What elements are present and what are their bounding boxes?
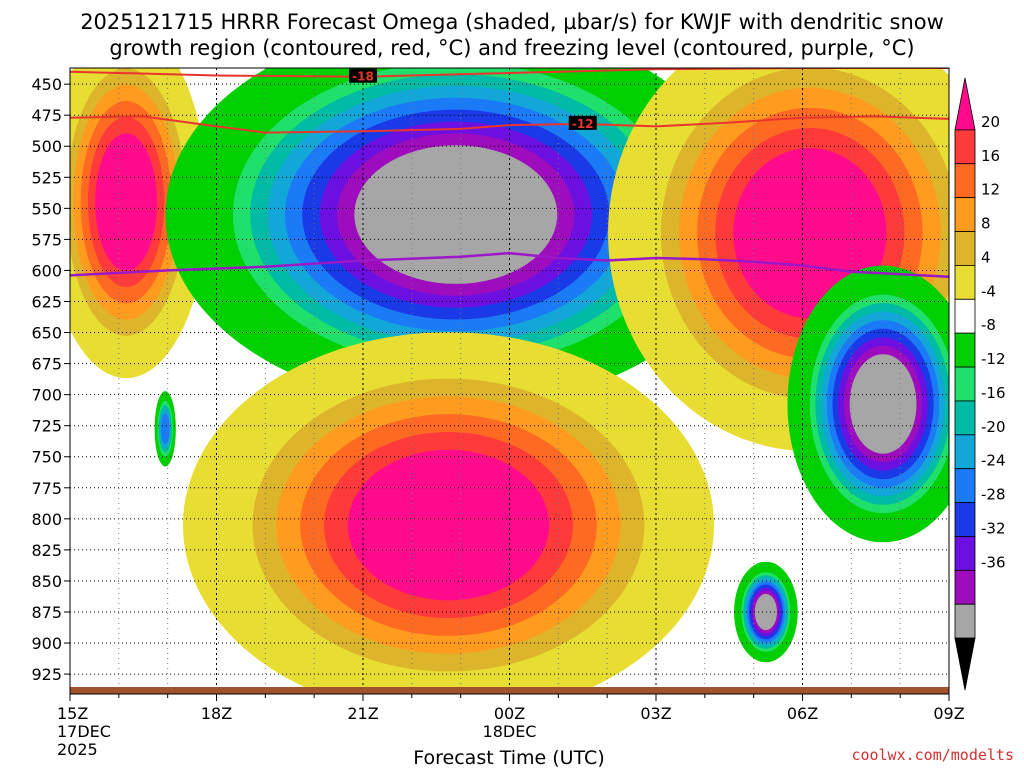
y-tick-label: 550	[31, 199, 62, 218]
colorbar-swatch	[954, 569, 976, 605]
colorbar-label: -8	[981, 316, 996, 334]
omega-region-6	[154, 391, 176, 467]
colorbar-label: -32	[981, 519, 1006, 537]
omega-band	[849, 354, 917, 454]
y-tick-label: 675	[31, 355, 62, 374]
omega-band	[754, 593, 778, 631]
y-tick-label: 750	[31, 448, 62, 467]
y-tick-label: 450	[31, 75, 62, 94]
y-tick-label: 700	[31, 386, 62, 405]
colorbar: 20 16 12 8 4 -4 -8 -12 -16 -20 -24 -28 -32 -36	[954, 77, 1006, 691]
omega-band	[161, 413, 170, 445]
colorbar-label: -16	[981, 384, 1006, 402]
gridlines	[70, 68, 949, 689]
omega-band	[354, 145, 558, 284]
chart-title-line2: growth region (contoured, red, °C) and f…	[109, 36, 914, 60]
y-tick-label: 500	[31, 137, 62, 156]
colorbar-swatch	[954, 231, 976, 266]
y-tick-label: 600	[31, 261, 62, 280]
colorbar-swatch	[954, 197, 976, 232]
colorbar-swatch	[954, 536, 976, 571]
colorbar-swatch	[954, 366, 976, 402]
omega-region-5	[734, 561, 798, 663]
colorbar-label: 16	[981, 147, 1000, 165]
x-tick-label: 15Z	[57, 704, 88, 723]
colorbar-label: 4	[981, 248, 991, 266]
y-tick-label: 525	[31, 168, 62, 187]
colorbar-label: -20	[981, 418, 1006, 436]
contour-label-bg	[349, 68, 377, 83]
y-tick-label: 900	[31, 634, 62, 653]
colorbar-label: -28	[981, 486, 1006, 504]
y-axis: 450 475 500 525 550 575 600 625 650 675 700 725 750 7…	[31, 75, 70, 684]
colorbar-label: 12	[981, 181, 1000, 199]
contour-label-bg	[568, 115, 597, 130]
omega-region-2	[183, 332, 714, 689]
dgz-contour	[70, 115, 949, 134]
x-tick-label: 09Z	[933, 704, 964, 723]
colorbar-label: 20	[981, 113, 1000, 131]
x-tick-label: 18Z	[201, 704, 232, 723]
colorbar-swatch	[954, 298, 976, 334]
omega-region-1	[165, 68, 747, 408]
freezing-level-contour	[70, 251, 949, 278]
x-axis-title: Forecast Time (UTC)	[413, 747, 604, 768]
y-tick-label: 625	[31, 292, 62, 311]
x-tick-label: 06Z	[787, 704, 818, 723]
colorbar-swatch	[954, 502, 976, 537]
y-tick-label: 475	[31, 106, 62, 125]
colorbar-bottom-arrow	[954, 637, 976, 691]
dgz-contour	[70, 68, 949, 78]
colorbar-swatch	[954, 332, 976, 368]
x-tick-year: 2025	[57, 740, 98, 759]
omega-band	[95, 133, 158, 271]
x-tick-date: 18DEC	[483, 722, 537, 741]
colorbar-label: -24	[981, 452, 1006, 470]
colorbar-swatch	[954, 468, 976, 503]
credit-text: coolwx.com/modelts	[851, 746, 1014, 764]
y-tick-label: 725	[31, 417, 62, 436]
dgz-contour-label: -12	[572, 117, 594, 131]
y-tick-label: 575	[31, 230, 62, 249]
colorbar-label: -36	[981, 553, 1006, 571]
x-tick-date: 17DEC	[57, 722, 111, 741]
x-tick-label: 21Z	[347, 704, 378, 723]
y-tick-label: 850	[31, 572, 62, 591]
colorbar-top-arrow	[954, 77, 976, 131]
y-tick-label: 775	[31, 479, 62, 498]
colorbar-label: -12	[981, 350, 1006, 368]
colorbar-swatch	[954, 265, 976, 300]
y-tick-label: 875	[31, 603, 62, 622]
colorbar-swatch	[954, 603, 976, 639]
y-tick-label: 925	[31, 665, 62, 684]
x-tick-label: 03Z	[640, 704, 671, 723]
colorbar-swatch	[954, 129, 976, 165]
y-tick-label: 650	[31, 324, 62, 343]
x-tick-label: 00Z	[494, 704, 525, 723]
y-tick-label: 800	[31, 510, 62, 529]
ground-strip	[70, 687, 949, 694]
omega-region-0	[70, 68, 208, 379]
colorbar-label: -4	[981, 282, 996, 300]
colorbar-swatch	[954, 163, 976, 199]
contours: -18 -12	[70, 68, 949, 278]
omega-region-4	[787, 265, 949, 543]
omega-band	[347, 449, 550, 601]
dgz-contour-label: -18	[352, 70, 374, 84]
chart-title-line1: 2025121715 HRRR Forecast Omega (shaded, …	[80, 10, 944, 34]
colorbar-label: 8	[981, 215, 991, 233]
y-tick-label: 825	[31, 541, 62, 560]
colorbar-swatch	[954, 434, 976, 470]
colorbar-swatch	[954, 400, 976, 436]
omega-shading	[70, 68, 949, 689]
